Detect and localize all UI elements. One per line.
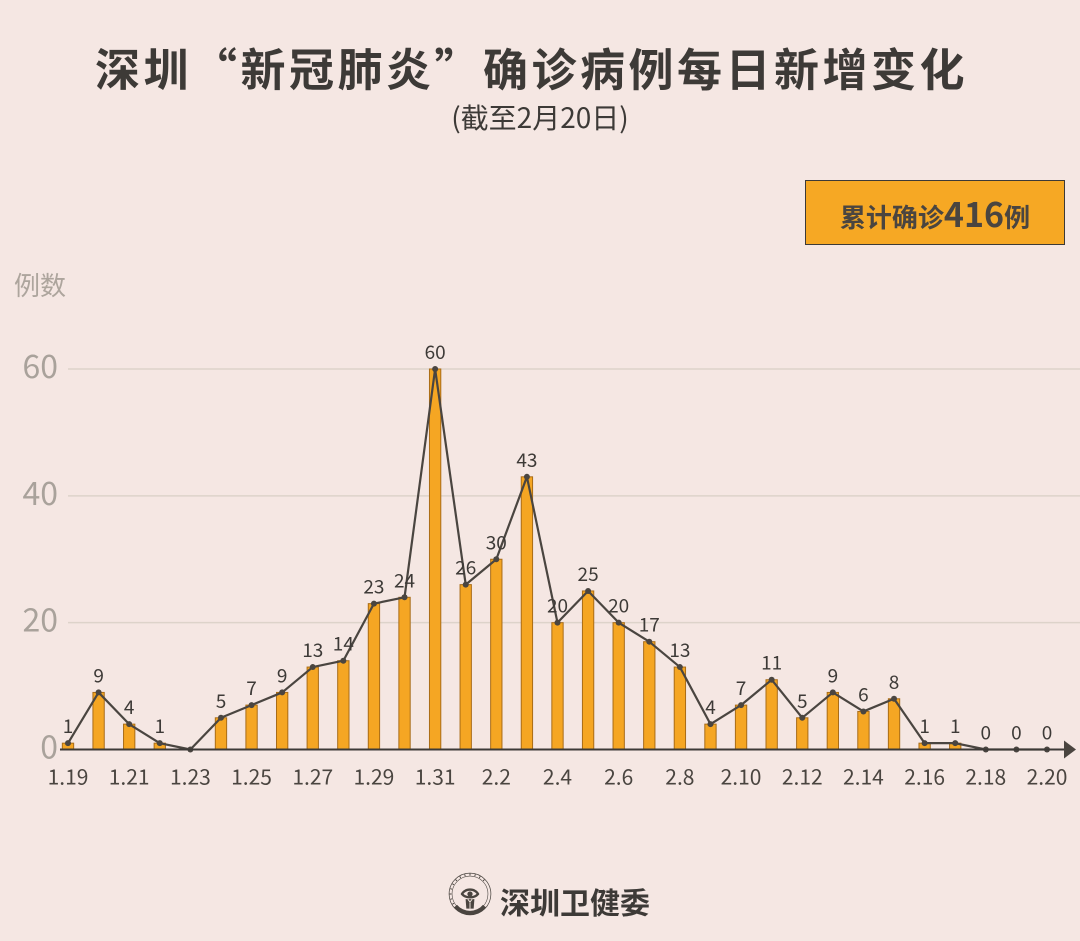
svg-text:7: 7 bbox=[246, 674, 257, 701]
svg-text:11: 11 bbox=[761, 649, 782, 676]
svg-text:2.8: 2.8 bbox=[665, 762, 694, 792]
svg-text:2.20: 2.20 bbox=[1027, 762, 1068, 792]
svg-text:20: 20 bbox=[608, 592, 629, 619]
svg-text:6: 6 bbox=[858, 680, 869, 707]
svg-text:40: 40 bbox=[22, 469, 58, 515]
svg-text:2.18: 2.18 bbox=[965, 762, 1006, 792]
svg-text:2.12: 2.12 bbox=[782, 762, 823, 792]
svg-text:2.6: 2.6 bbox=[604, 762, 633, 792]
svg-text:2.4: 2.4 bbox=[543, 762, 572, 792]
svg-text:1: 1 bbox=[155, 712, 166, 739]
svg-text:2.2: 2.2 bbox=[482, 762, 511, 792]
svg-text:1.21: 1.21 bbox=[109, 762, 150, 792]
svg-text:2.14: 2.14 bbox=[843, 762, 884, 792]
svg-text:23: 23 bbox=[363, 573, 384, 600]
svg-text:1.27: 1.27 bbox=[292, 762, 333, 792]
svg-text:7: 7 bbox=[736, 674, 747, 701]
svg-text:9: 9 bbox=[93, 661, 104, 688]
svg-text:8: 8 bbox=[889, 668, 900, 695]
svg-text:2.16: 2.16 bbox=[904, 762, 945, 792]
svg-text:0: 0 bbox=[1042, 719, 1053, 746]
svg-text:0: 0 bbox=[1011, 719, 1022, 746]
svg-text:60: 60 bbox=[425, 338, 446, 365]
svg-text:13: 13 bbox=[302, 636, 323, 663]
svg-text:25: 25 bbox=[578, 560, 599, 587]
svg-text:2.10: 2.10 bbox=[721, 762, 762, 792]
svg-text:17: 17 bbox=[639, 611, 660, 638]
svg-text:30: 30 bbox=[486, 528, 507, 555]
svg-text:0: 0 bbox=[981, 719, 992, 746]
svg-text:4: 4 bbox=[705, 693, 716, 720]
svg-text:9: 9 bbox=[828, 661, 839, 688]
svg-text:20: 20 bbox=[22, 596, 58, 642]
svg-text:1.25: 1.25 bbox=[231, 762, 272, 792]
svg-text:9: 9 bbox=[277, 661, 288, 688]
svg-text:1.29: 1.29 bbox=[354, 762, 395, 792]
svg-text:1: 1 bbox=[63, 712, 74, 739]
svg-text:1.31: 1.31 bbox=[415, 762, 456, 792]
svg-text:20: 20 bbox=[547, 592, 568, 619]
svg-text:60: 60 bbox=[22, 342, 58, 388]
svg-text:4: 4 bbox=[124, 693, 135, 720]
svg-text:43: 43 bbox=[516, 446, 537, 473]
svg-text:1.23: 1.23 bbox=[170, 762, 211, 792]
svg-text:24: 24 bbox=[394, 566, 415, 593]
svg-text:26: 26 bbox=[455, 554, 476, 581]
svg-text:5: 5 bbox=[216, 687, 227, 714]
svg-text:1: 1 bbox=[919, 712, 930, 739]
svg-text:14: 14 bbox=[333, 630, 354, 657]
svg-text:5: 5 bbox=[797, 687, 808, 714]
svg-text:1.19: 1.19 bbox=[48, 762, 89, 792]
svg-text:1: 1 bbox=[950, 712, 961, 739]
svg-text:13: 13 bbox=[669, 636, 690, 663]
